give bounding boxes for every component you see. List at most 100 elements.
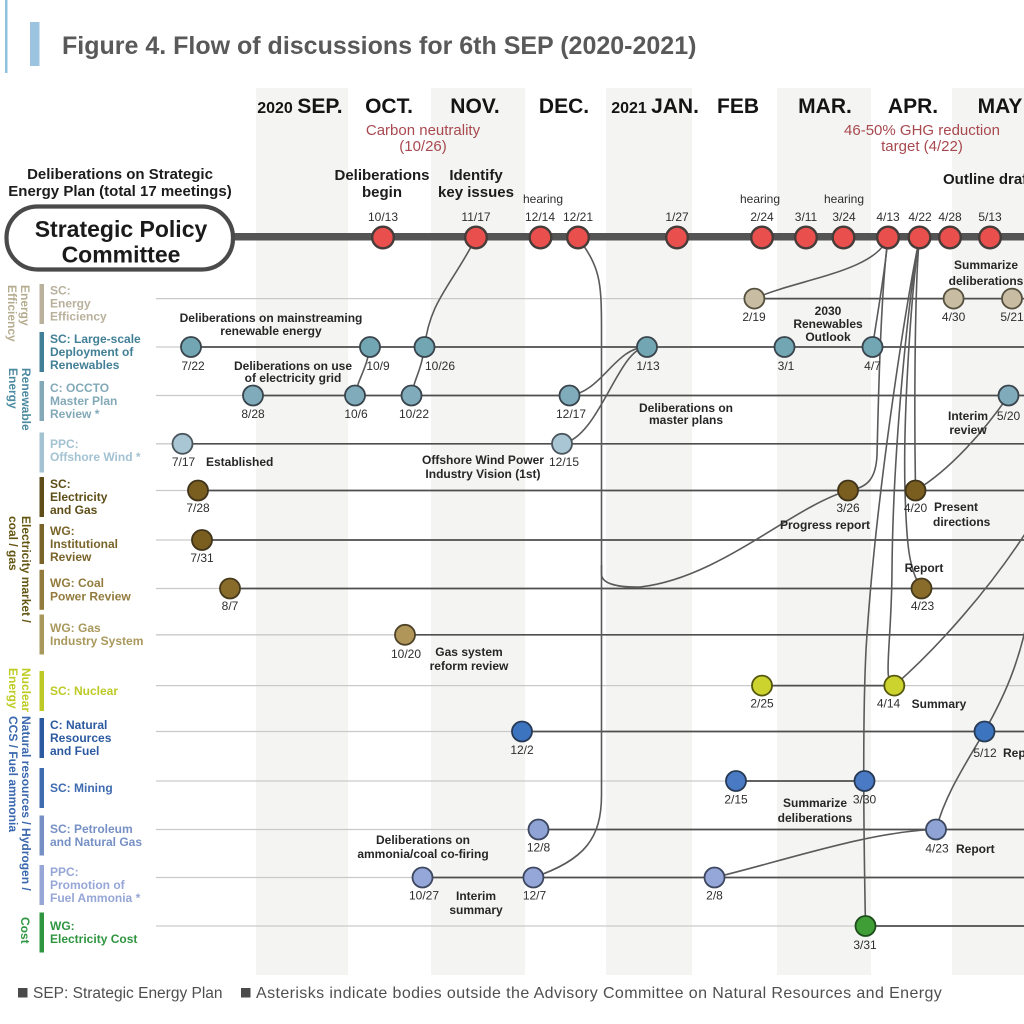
svg-text:DEC.: DEC. xyxy=(539,95,589,118)
svg-text:Figure 4. Flow of discussions: Figure 4. Flow of discussions for 6th SE… xyxy=(62,32,696,60)
svg-text:Offshore Wind Power: Offshore Wind Power xyxy=(422,453,544,467)
svg-text:Master Plan: Master Plan xyxy=(50,394,117,408)
svg-text:WG:: WG: xyxy=(50,919,75,933)
svg-text:7/22: 7/22 xyxy=(181,359,205,373)
svg-text:master plans: master plans xyxy=(649,413,723,427)
svg-text:and Natural Gas: and Natural Gas xyxy=(50,835,142,849)
svg-text:SC:: SC: xyxy=(50,477,71,491)
svg-text:3/11: 3/11 xyxy=(795,210,818,224)
svg-text:5/12: 5/12 xyxy=(973,746,997,760)
svg-text:12/17: 12/17 xyxy=(556,407,586,421)
svg-text:Promotion of: Promotion of xyxy=(50,878,126,892)
svg-text:Power Review: Power Review xyxy=(50,590,131,604)
svg-text:Interim: Interim xyxy=(948,409,988,423)
svg-text:5/21: 5/21 xyxy=(1000,310,1024,324)
svg-text:key issues: key issues xyxy=(438,184,514,201)
svg-text:SC: Large-scale: SC: Large-scale xyxy=(50,332,141,346)
svg-text:3/26: 3/26 xyxy=(836,501,860,515)
svg-text:(10/26): (10/26) xyxy=(399,138,447,155)
svg-text:Efficiency: Efficiency xyxy=(50,310,107,324)
svg-text:Outlook: Outlook xyxy=(805,330,851,344)
svg-text:CCS / Fuel ammonia: CCS / Fuel ammonia xyxy=(6,716,20,832)
svg-text:Renewable: Renewable xyxy=(19,368,33,431)
svg-text:Nuclear: Nuclear xyxy=(19,668,33,712)
svg-text:4/20: 4/20 xyxy=(904,501,928,515)
svg-text:Energy: Energy xyxy=(6,368,20,409)
svg-text:reform review: reform review xyxy=(430,659,509,673)
svg-text:deliberations: deliberations xyxy=(949,274,1024,288)
svg-text:12/15: 12/15 xyxy=(549,455,579,469)
svg-text:hearing: hearing xyxy=(523,192,563,206)
svg-text:ammonia/coal co-firing: ammonia/coal co-firing xyxy=(357,847,488,861)
svg-text:Asterisks indicate bodies outs: Asterisks indicate bodies outside the Ad… xyxy=(256,985,942,1002)
svg-text:C: Natural: C: Natural xyxy=(50,718,107,732)
svg-text:FEB: FEB xyxy=(717,95,759,118)
svg-text:3/31: 3/31 xyxy=(853,938,877,952)
svg-text:Review *: Review * xyxy=(50,407,100,421)
svg-text:Electricity Cost: Electricity Cost xyxy=(50,932,137,946)
svg-text:PPC:: PPC: xyxy=(50,437,79,451)
svg-text:Deliberations on: Deliberations on xyxy=(376,833,470,847)
svg-text:Identify: Identify xyxy=(449,167,503,184)
svg-text:Carbon neutrality: Carbon neutrality xyxy=(366,122,481,139)
svg-text:1/13: 1/13 xyxy=(636,359,660,373)
svg-text:Energy: Energy xyxy=(50,297,91,311)
svg-text:Established: Established xyxy=(206,455,273,469)
svg-text:Cost: Cost xyxy=(18,917,32,944)
svg-text:JAN.: JAN. xyxy=(651,95,699,118)
svg-text:Summarize: Summarize xyxy=(954,258,1018,272)
svg-text:SEP.: SEP. xyxy=(297,95,342,118)
svg-text:2/25: 2/25 xyxy=(750,697,774,711)
svg-text:C: OCCTO: C: OCCTO xyxy=(50,381,109,395)
svg-text:Present: Present xyxy=(934,500,978,514)
svg-text:10/6: 10/6 xyxy=(344,407,368,421)
svg-text:4/30: 4/30 xyxy=(942,310,966,324)
svg-text:46-50% GHG reduction: 46-50% GHG reduction xyxy=(844,122,1000,139)
svg-text:Deliberations on: Deliberations on xyxy=(639,401,733,415)
svg-text:Institutional: Institutional xyxy=(50,537,118,551)
svg-text:12/2: 12/2 xyxy=(510,743,534,757)
svg-text:MAR.: MAR. xyxy=(798,95,852,118)
svg-text:4/28: 4/28 xyxy=(938,210,962,224)
svg-text:8/28: 8/28 xyxy=(241,407,265,421)
svg-text:2030: 2030 xyxy=(815,304,842,318)
svg-text:MAY: MAY xyxy=(978,95,1023,118)
svg-text:Summary: Summary xyxy=(912,697,967,711)
svg-text:Efficiency: Efficiency xyxy=(5,285,19,342)
svg-text:APR.: APR. xyxy=(888,95,938,118)
svg-text:Electricity: Electricity xyxy=(50,490,108,504)
svg-text:2/19: 2/19 xyxy=(742,310,766,324)
svg-text:target (4/22): target (4/22) xyxy=(881,138,963,155)
svg-text:2/24: 2/24 xyxy=(750,210,774,224)
svg-text:Deployment of: Deployment of xyxy=(50,345,134,359)
svg-text:10/9: 10/9 xyxy=(366,359,390,373)
svg-text:hearing: hearing xyxy=(740,192,780,206)
svg-text:Report: Report xyxy=(1003,746,1024,760)
svg-text:3/30: 3/30 xyxy=(853,793,877,807)
svg-text:SC: Petroleum: SC: Petroleum xyxy=(50,822,133,836)
svg-text:11/17: 11/17 xyxy=(461,210,490,224)
svg-text:Committee: Committee xyxy=(62,242,181,268)
svg-text:Renewables: Renewables xyxy=(50,358,120,372)
svg-text:5/20: 5/20 xyxy=(997,409,1021,423)
svg-text:directions: directions xyxy=(933,515,991,529)
svg-text:4/13: 4/13 xyxy=(876,210,900,224)
svg-text:12/7: 12/7 xyxy=(523,889,547,903)
svg-text:Report: Report xyxy=(905,561,944,575)
svg-text:WG: Gas: WG: Gas xyxy=(50,621,101,635)
svg-text:Electricity market /: Electricity market / xyxy=(19,516,33,623)
svg-text:Deliberations on mainstreaming: Deliberations on mainstreaming xyxy=(180,311,363,325)
svg-text:PPC:: PPC: xyxy=(50,865,79,879)
svg-text:10/26: 10/26 xyxy=(425,359,455,373)
svg-text:renewable energy: renewable energy xyxy=(220,324,322,338)
svg-text:SC: Mining: SC: Mining xyxy=(50,781,113,795)
svg-text:3/1: 3/1 xyxy=(778,359,795,373)
svg-text:12/14: 12/14 xyxy=(525,210,555,224)
svg-text:10/13: 10/13 xyxy=(368,210,398,224)
svg-text:4/14: 4/14 xyxy=(877,697,901,711)
svg-text:2020: 2020 xyxy=(257,100,293,117)
svg-text:7/28: 7/28 xyxy=(186,501,210,515)
svg-text:Deliberations: Deliberations xyxy=(334,167,429,184)
svg-text:Energy Plan (total 17 meetings: Energy Plan (total 17 meetings) xyxy=(8,183,231,200)
svg-text:4/7: 4/7 xyxy=(864,359,881,373)
